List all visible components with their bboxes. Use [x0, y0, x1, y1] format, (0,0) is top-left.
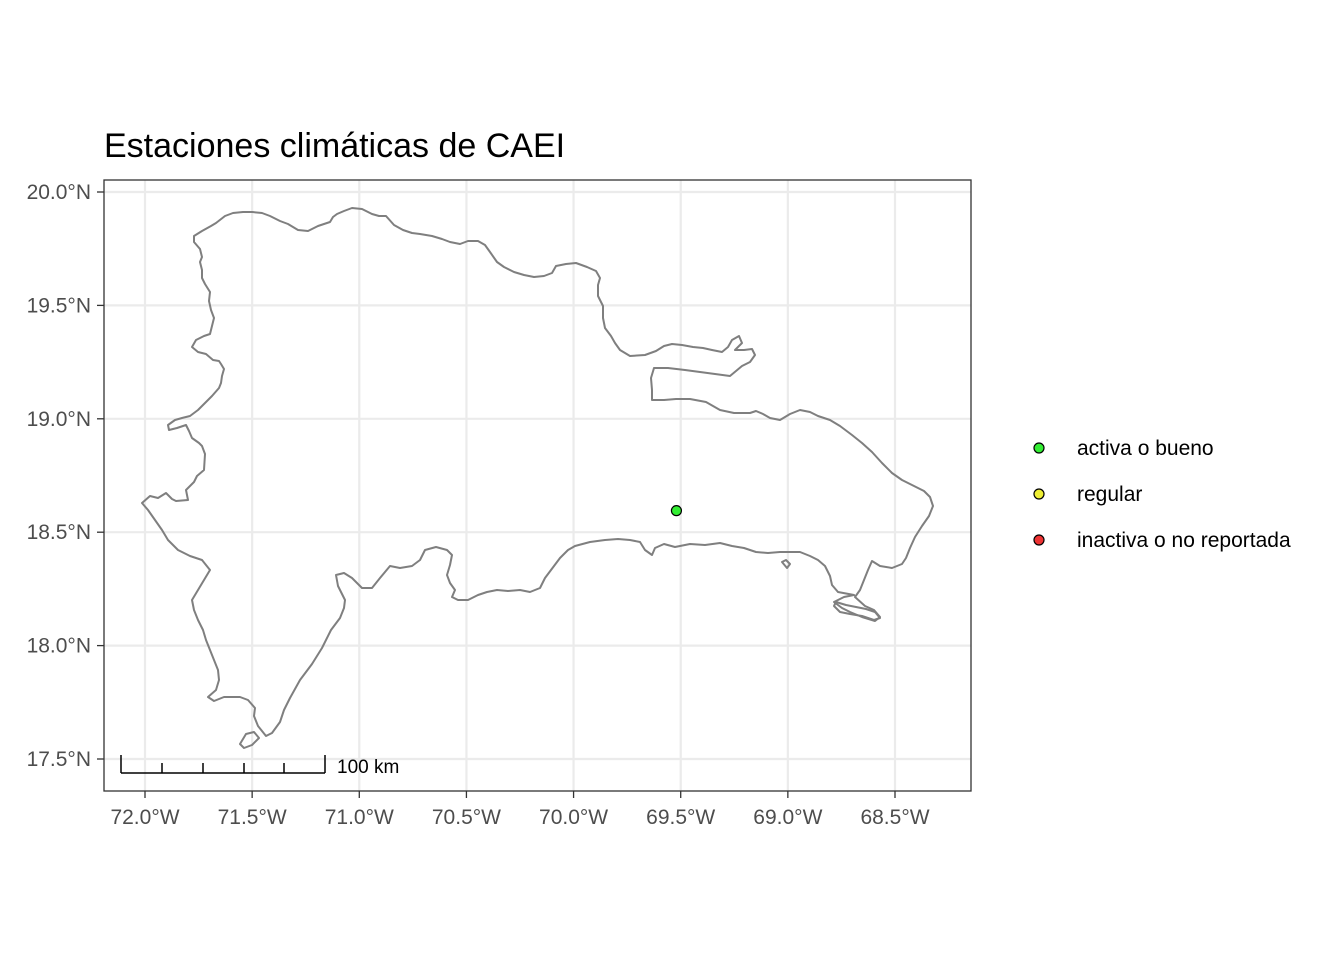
legend-key	[1033, 534, 1045, 546]
isla-beata-coastline	[239, 731, 260, 749]
stations	[670, 505, 683, 517]
station-marker	[670, 505, 683, 517]
isla-saona-coastline	[833, 601, 881, 621]
y-tick-label: 20.0°N	[27, 181, 91, 204]
x-tick-label: 71.5°W	[218, 806, 287, 829]
legend-label: regular	[1077, 483, 1142, 506]
x-tick-label: 69.0°W	[753, 806, 822, 829]
y-tick-label: 19.0°N	[27, 408, 91, 431]
legend-label: inactiva o no reportada	[1077, 529, 1291, 552]
y-tick-label: 17.5°N	[27, 748, 91, 771]
graticule	[104, 180, 971, 791]
x-tick-label: 69.5°W	[646, 806, 715, 829]
hispaniola-coastline	[141, 207, 934, 737]
map-title: Estaciones climáticas de CAEI	[104, 127, 565, 165]
y-tick-label: 18.0°N	[27, 635, 91, 658]
x-tick-label: 72.0°W	[110, 806, 179, 829]
y-tick-label: 18.5°N	[27, 521, 91, 544]
x-tick-label: 71.0°W	[325, 806, 394, 829]
scale-bar: 100 km	[120, 755, 399, 778]
legend-key	[1033, 488, 1045, 500]
scale-bar-label: 100 km	[337, 757, 399, 778]
x-tick-label: 70.0°W	[539, 806, 608, 829]
cayo-coastline	[781, 559, 791, 569]
legend: activa o bueno regular inactiva o no repor…	[1033, 437, 1291, 552]
x-tick-label: 68.5°W	[860, 806, 929, 829]
axes: 72.0°W 71.5°W 71.0°W 70.5°W 70.0°W 69.5°W 69.0…	[27, 181, 930, 829]
y-tick-label: 19.5°N	[27, 294, 91, 317]
legend-label: activa o bueno	[1077, 437, 1214, 460]
legend-key	[1033, 442, 1045, 454]
x-tick-label: 70.5°W	[432, 806, 501, 829]
map-panel-border	[103, 179, 972, 792]
